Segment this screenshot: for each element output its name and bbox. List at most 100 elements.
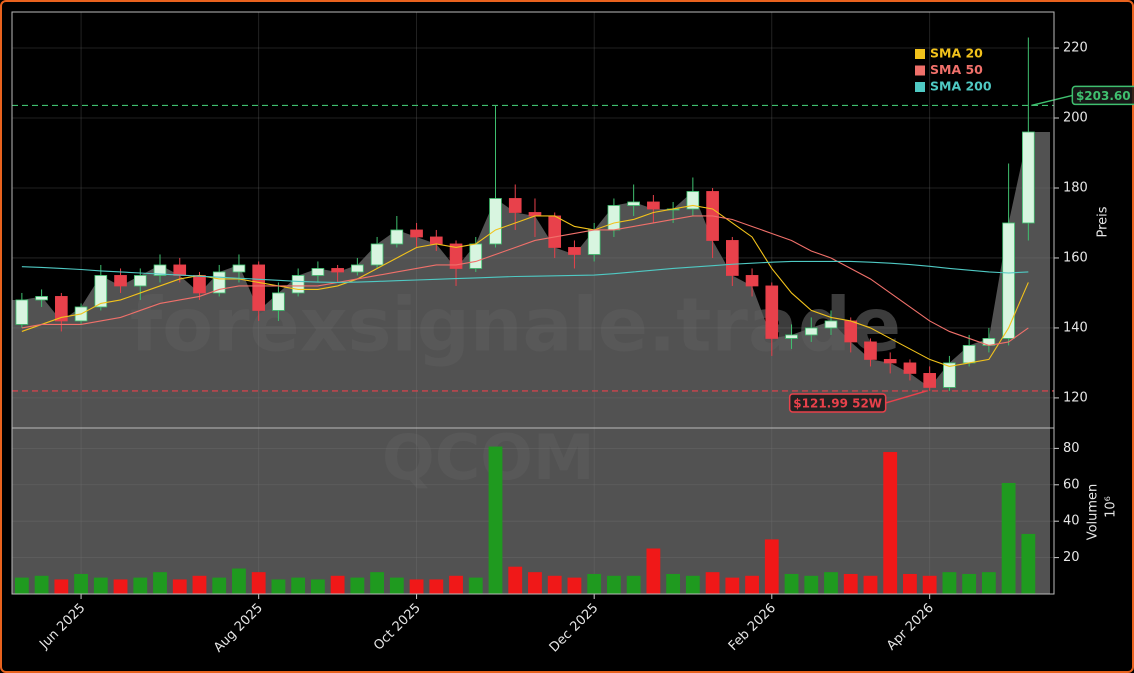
- annotation-arrow: [1031, 94, 1073, 107]
- volume-bar: [251, 572, 266, 594]
- y-tick-label: 40: [1063, 514, 1080, 529]
- candle-body: [1002, 222, 1015, 339]
- candle-body: [607, 205, 621, 231]
- volume-bar: [449, 575, 463, 594]
- volume-bar: [666, 573, 681, 594]
- x-tick-label: Aug 2025: [211, 601, 266, 656]
- annotation-label: $203.60 52W: [1076, 89, 1134, 103]
- candle-body: [508, 198, 522, 213]
- volume-bar: [745, 575, 759, 594]
- legend-swatch: [915, 82, 925, 92]
- candle-body: [686, 191, 700, 210]
- volume-bar: [54, 579, 69, 594]
- volume-bar: [764, 539, 779, 594]
- candle-body: [311, 268, 325, 276]
- volume-bar: [784, 573, 799, 594]
- y-tick-label: 60: [1063, 477, 1080, 492]
- volume-bar: [962, 573, 977, 594]
- volume-bar: [93, 577, 108, 594]
- volume-bar: [409, 579, 424, 594]
- volume-bar: [1001, 482, 1016, 594]
- volume-bar: [271, 579, 286, 594]
- y-tick-label: 200: [1063, 111, 1088, 126]
- volume-bar: [74, 573, 88, 594]
- volume-bar: [804, 575, 819, 594]
- volume-bar: [646, 548, 661, 594]
- candle-body: [272, 292, 285, 311]
- volume-bar: [14, 577, 29, 594]
- candle-body: [212, 271, 226, 294]
- candle-body: [15, 299, 29, 325]
- candle-body: [55, 296, 68, 322]
- volume-bar: [488, 446, 503, 594]
- candle-body: [568, 247, 581, 255]
- candle-body: [429, 236, 443, 245]
- volume-bar: [113, 579, 128, 594]
- volume-bar: [153, 572, 167, 594]
- volume-bar: [212, 577, 227, 594]
- volume-bar: [567, 577, 582, 594]
- volume-bar: [587, 573, 602, 594]
- candle-body: [647, 201, 660, 210]
- volume-bar: [824, 572, 838, 594]
- legend-label: SMA 20: [930, 46, 983, 61]
- close-area: [12, 132, 1050, 595]
- candle-body: [351, 264, 364, 273]
- volume-bar: [172, 579, 187, 594]
- sma-line: [21, 260, 1029, 284]
- y-tick-label: 80: [1063, 441, 1080, 456]
- volume-bar: [981, 572, 996, 594]
- price-axis-label: Preis: [1096, 206, 1111, 237]
- volume-bar: [883, 452, 898, 594]
- legend-swatch: [915, 49, 925, 59]
- volume-bar: [232, 568, 246, 594]
- candle-body: [291, 275, 305, 294]
- candle-body: [232, 264, 246, 273]
- volume-bar: [607, 575, 621, 594]
- candle-body: [193, 275, 206, 294]
- annotation-arrow: [885, 390, 927, 404]
- legend-label: SMA 200: [930, 79, 992, 94]
- candle-body: [765, 285, 779, 339]
- volume-bar: [922, 575, 937, 594]
- y-tick-label: 160: [1063, 250, 1088, 265]
- annotation-box: [1071, 85, 1134, 106]
- volume-bar: [330, 575, 345, 594]
- volume-bar: [389, 577, 404, 594]
- candle-body: [153, 264, 167, 276]
- candle-body: [94, 275, 108, 308]
- volume-bar: [508, 566, 523, 594]
- candle-body: [173, 264, 187, 276]
- candle-body: [883, 359, 897, 364]
- x-tick-label: Oct 2025: [371, 601, 424, 654]
- candle-body: [489, 198, 502, 245]
- candle-body: [410, 229, 423, 238]
- candle-body: [923, 373, 936, 388]
- volume-scale-label: 10⁶: [1104, 496, 1119, 518]
- sma-line: [21, 215, 1029, 346]
- candle-body: [469, 243, 483, 269]
- candle-body: [548, 215, 562, 248]
- volume-bar: [350, 577, 365, 594]
- volume-bar: [843, 573, 858, 594]
- sma-line: [21, 204, 1029, 367]
- candle-body: [133, 275, 147, 287]
- volume-axis-label: Volumen: [1086, 484, 1101, 541]
- x-tick-label: Apr 2026: [884, 601, 937, 654]
- candle-body: [864, 341, 877, 360]
- candle-body: [903, 362, 917, 374]
- candle-body: [804, 327, 818, 336]
- volume-bar: [528, 572, 542, 594]
- annotation-box: [788, 393, 887, 413]
- volume-bar: [370, 572, 385, 594]
- candle-body: [587, 229, 601, 255]
- candle-body: [35, 296, 48, 301]
- x-tick-label: Feb 2026: [726, 601, 779, 654]
- y-tick-label: 20: [1063, 550, 1080, 565]
- candle-body: [726, 240, 739, 276]
- candle-body: [943, 362, 956, 388]
- candle-body: [1022, 131, 1035, 224]
